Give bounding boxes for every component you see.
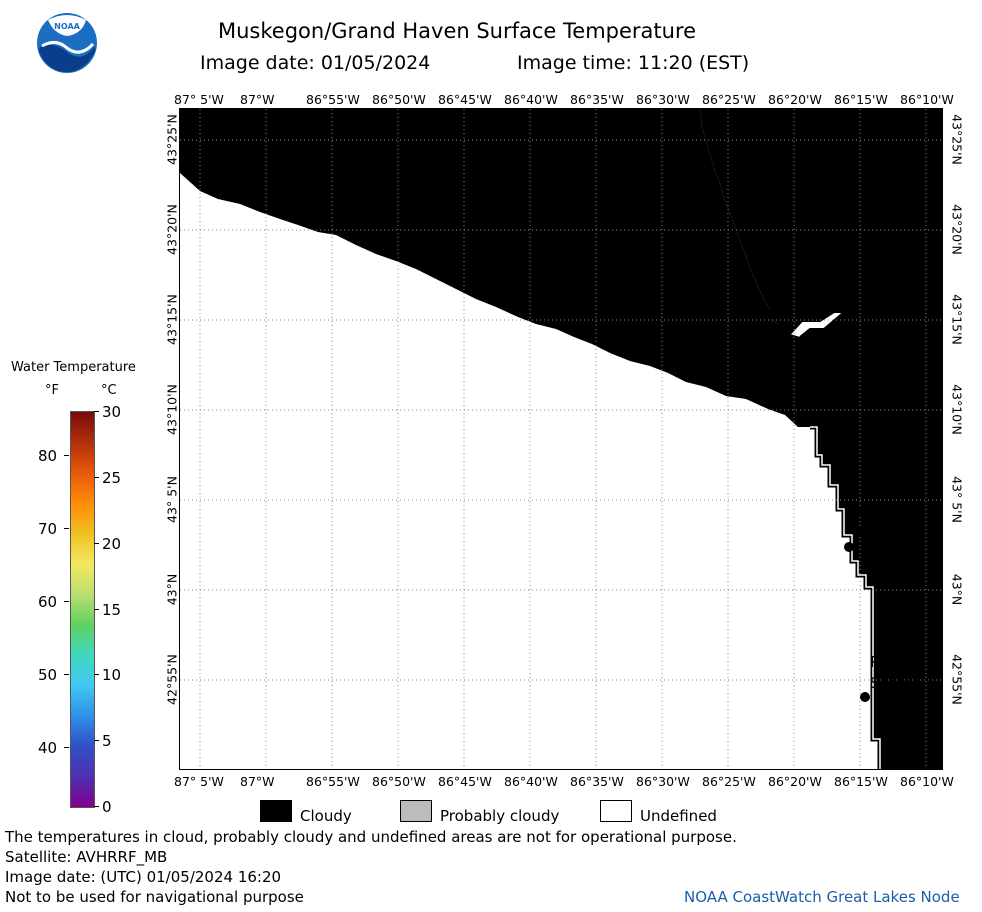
colorbar-tick-mark bbox=[64, 528, 69, 530]
lon-tick-label: 86°15'W bbox=[834, 774, 888, 789]
footer-utc-date: Image date: (UTC) 01/05/2024 16:20 bbox=[5, 868, 282, 886]
footer-nav-warning: Not to be used for navigational purpose bbox=[5, 888, 304, 906]
colorbar-unit-f: °F bbox=[45, 383, 59, 398]
colorbar-tick-mark bbox=[64, 601, 69, 603]
lon-tick-label: 86°30'W bbox=[636, 774, 690, 789]
land-area bbox=[700, 109, 942, 769]
lon-tick-label: 86°40'W bbox=[504, 774, 558, 789]
lon-tick-label: 87°W bbox=[240, 774, 275, 789]
graticule bbox=[180, 109, 942, 769]
shoreline-highlight bbox=[810, 426, 881, 769]
lon-tick-label: 86°20'W bbox=[768, 774, 822, 789]
lon-tick-label: 86°45'W bbox=[438, 92, 492, 107]
colorbar-c-tick: 10 bbox=[102, 666, 122, 685]
grand-haven-marker bbox=[844, 542, 854, 552]
lat-tick-label: 43°N bbox=[164, 573, 180, 606]
lat-tick-label: 43°10'N bbox=[164, 384, 180, 435]
lat-tick-label: 43°25'N bbox=[164, 114, 180, 165]
colorbar-c-tick: 15 bbox=[102, 600, 122, 619]
lon-tick-label: 86°35'W bbox=[570, 92, 624, 107]
lat-tick-label: 43°20'N bbox=[949, 204, 965, 255]
colorbar bbox=[70, 411, 95, 808]
colorbar-c-tick: 0 bbox=[102, 798, 112, 816]
map-frame bbox=[179, 108, 943, 770]
colorbar-c-tick: 25 bbox=[102, 468, 122, 487]
place-label-grand-haven-1: Grand bbox=[858, 503, 905, 521]
port-sheldon-marker bbox=[860, 692, 870, 702]
legend-cloudy-label: Cloudy bbox=[300, 807, 352, 825]
lat-tick-label: 43°20'N bbox=[164, 204, 180, 255]
lat-tick-label: 43°10'N bbox=[949, 384, 965, 435]
colorbar-c-tick: 5 bbox=[102, 732, 112, 751]
lon-tick-label: 87° 5'W bbox=[174, 92, 224, 107]
colorbar-f-tick: 70 bbox=[38, 520, 58, 539]
cloudy-area bbox=[180, 109, 810, 427]
colorbar-tick-mark bbox=[94, 411, 99, 412]
image-time: Image time: 11:20 (EST) bbox=[517, 52, 750, 74]
colorbar-unit-c: °C bbox=[101, 383, 117, 398]
lon-tick-label: 86°25'W bbox=[702, 92, 756, 107]
lat-tick-label: 43°15'N bbox=[164, 294, 180, 345]
noaa-logo-text: NOAA bbox=[54, 22, 80, 31]
lon-tick-label: 86°40'W bbox=[504, 92, 558, 107]
lon-tick-label: 86°20'W bbox=[768, 92, 822, 107]
lon-tick-label: 86°35'W bbox=[570, 774, 624, 789]
lat-tick-label: 43° 5'N bbox=[164, 476, 180, 523]
lat-tick-label: 43° 5'N bbox=[949, 476, 965, 523]
legend-probably-cloudy-swatch bbox=[400, 800, 432, 822]
lon-tick-label: 86°15'W bbox=[834, 92, 888, 107]
lon-tick-label: 87°W bbox=[240, 92, 275, 107]
colorbar-tick-mark bbox=[94, 806, 99, 807]
lat-tick-label: 43°15'N bbox=[949, 294, 965, 345]
lon-tick-label: 86°30'W bbox=[636, 92, 690, 107]
colorbar-tick-mark bbox=[94, 740, 99, 742]
lon-tick-label: 86°10'W bbox=[900, 774, 954, 789]
colorbar-c-tick: 20 bbox=[102, 534, 122, 553]
colorbar-c-tick: 30 bbox=[102, 403, 122, 421]
place-label-grand-haven-2: Haven bbox=[858, 523, 907, 541]
footer-disclaimer: The temperatures in cloud, probably clou… bbox=[5, 828, 737, 846]
colorbar-tick-mark bbox=[94, 476, 99, 478]
muskegon-lake bbox=[789, 311, 847, 338]
lat-tick-label: 42°55'N bbox=[164, 654, 180, 705]
colorbar-tick-mark bbox=[94, 674, 99, 676]
lon-tick-label: 86°55'W bbox=[306, 774, 360, 789]
colorbar-tick-mark bbox=[94, 542, 99, 544]
lon-tick-label: 86°45'W bbox=[438, 774, 492, 789]
lat-tick-label: 43°25'N bbox=[949, 114, 965, 165]
lon-tick-label: 86°50'W bbox=[372, 92, 426, 107]
legend-undefined-label: Undefined bbox=[640, 807, 717, 825]
place-label-muskegon: Muskegon bbox=[806, 351, 882, 369]
lat-tick-label: 42°55'N bbox=[949, 654, 965, 705]
colorbar-f-tick: 60 bbox=[38, 593, 58, 612]
lat-tick-label: 43°N bbox=[949, 573, 965, 606]
lon-tick-label: 86°55'W bbox=[306, 92, 360, 107]
place-label-port-sheldon-2: Sheldon bbox=[870, 674, 931, 692]
colorbar-tick-mark bbox=[64, 674, 69, 676]
colorbar-f-tick: 50 bbox=[38, 666, 58, 685]
lon-tick-label: 87° 5'W bbox=[174, 774, 224, 789]
lon-tick-label: 86°50'W bbox=[372, 774, 426, 789]
colorbar-tick-mark bbox=[64, 454, 69, 456]
surface-temperature-map: Muskegon Grand Haven Port Sheldon bbox=[180, 109, 942, 769]
page-title: Muskegon/Grand Haven Surface Temperature bbox=[218, 19, 697, 43]
colorbar-title: Water Temperature bbox=[11, 360, 136, 375]
image-date: Image date: 01/05/2024 bbox=[200, 52, 431, 74]
lon-tick-label: 86°25'W bbox=[702, 774, 756, 789]
footer-satellite: Satellite: AVHRRF_MB bbox=[5, 848, 168, 866]
legend-probably-cloudy-label: Probably cloudy bbox=[440, 807, 560, 825]
place-label-port-sheldon-1: Port bbox=[870, 653, 900, 671]
lon-tick-label: 86°10'W bbox=[900, 92, 954, 107]
colorbar-tick-mark bbox=[94, 608, 99, 610]
colorbar-f-tick: 80 bbox=[38, 446, 58, 465]
colorbar-f-tick: 40 bbox=[38, 739, 58, 758]
footer-credit[interactable]: NOAA CoastWatch Great Lakes Node bbox=[684, 888, 960, 906]
map-svg bbox=[180, 109, 942, 769]
legend-cloudy-swatch bbox=[260, 800, 292, 822]
legend-undefined-swatch bbox=[600, 800, 632, 822]
colorbar-tick-mark bbox=[64, 747, 69, 749]
noaa-logo: NOAA bbox=[36, 12, 98, 74]
